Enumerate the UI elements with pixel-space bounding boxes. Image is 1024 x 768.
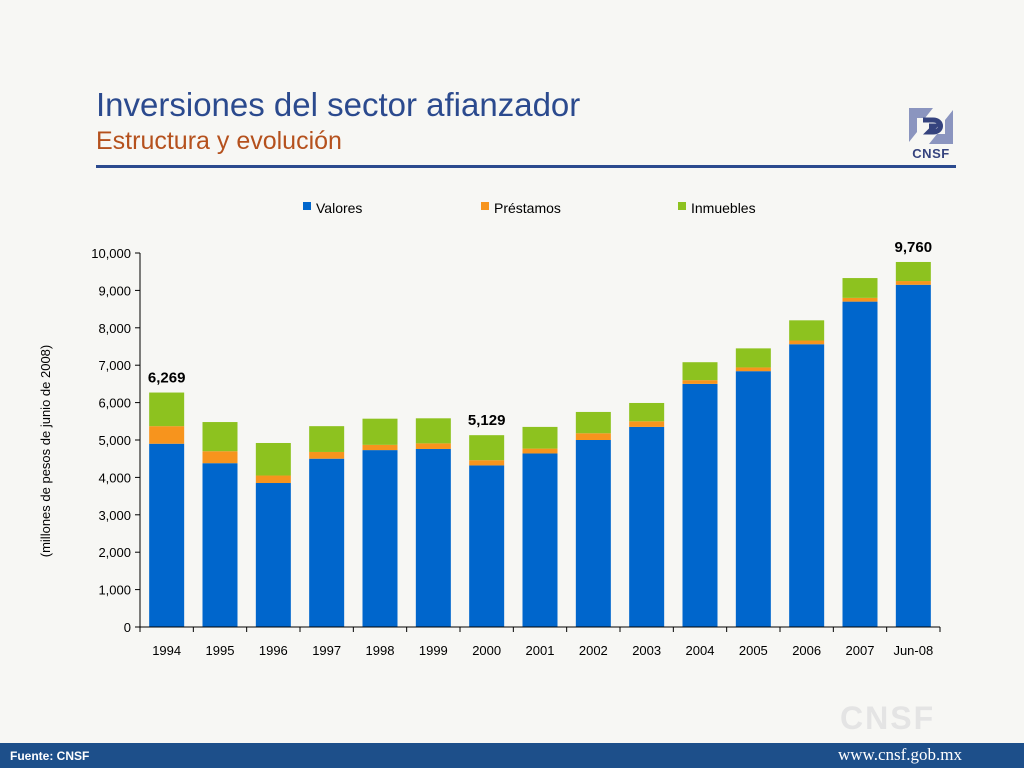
bar-inmuebles-2003	[629, 402, 665, 422]
y-tick-label: 2,000	[98, 545, 131, 560]
bar-prestamos-2001	[522, 448, 558, 454]
bar-valores-2002	[575, 440, 611, 627]
bar-inmuebles-2007	[842, 278, 878, 298]
bar-inmuebles-jun-08	[895, 261, 931, 282]
footer-bar: Fuente: CNSF www.cnsf.gob.mx	[0, 743, 1024, 768]
bar-prestamos-2000	[469, 460, 505, 466]
bar-valores-1995	[202, 463, 238, 627]
x-tick-label: 2003	[632, 643, 661, 658]
x-tick-label: 1995	[206, 643, 235, 658]
x-tick-label: 2001	[526, 643, 555, 658]
legend-label-valores: Valores	[316, 200, 362, 216]
x-tick-label: 1997	[312, 643, 341, 658]
cnsf-logo-icon	[909, 108, 953, 144]
legend-label-inmuebles: Inmuebles	[691, 200, 756, 216]
bar-valores-2007	[842, 301, 878, 627]
bar-valores-1999	[415, 448, 451, 627]
bar-inmuebles-1995	[202, 422, 238, 452]
bar-prestamos-2002	[575, 433, 611, 440]
footer-url: www.cnsf.gob.mx	[837, 745, 962, 764]
x-tick-label: 1994	[152, 643, 181, 658]
bar-prestamos-1994	[149, 426, 185, 444]
y-tick-label: 5,000	[98, 433, 131, 448]
bar-prestamos-2006	[789, 340, 825, 345]
logo-label: CNSF	[912, 146, 950, 161]
watermark: CNSF	[840, 700, 936, 736]
bar-prestamos-jun-08	[895, 281, 931, 285]
bar-valores-2001	[522, 453, 558, 627]
x-axis: 1994 1995 1996 1997 1998 1999 2000 2001 2002 2003…	[139, 626, 941, 658]
bar-prestamos-1997	[309, 451, 345, 459]
bar-inmuebles-1998	[362, 418, 398, 445]
data-label-2000: 5,129	[468, 412, 506, 429]
bar-inmuebles-2000	[469, 435, 505, 461]
data-labels-group: 6,269 5,129 9,760	[148, 239, 932, 429]
bar-valores-1994	[149, 443, 185, 627]
bar-inmuebles-2001	[522, 426, 558, 449]
x-tick-label: 1998	[366, 643, 395, 658]
y-tick-label: 8,000	[98, 321, 131, 336]
bar-prestamos-1995	[202, 451, 238, 464]
bar-inmuebles-2006	[789, 320, 825, 341]
x-tick-label: 2000	[472, 643, 501, 658]
legend-label-prestamos: Préstamos	[494, 200, 561, 216]
x-tick-label: 1999	[419, 643, 448, 658]
bar-valores-1996	[255, 483, 291, 627]
x-tick-label: Jun-08	[893, 643, 933, 658]
legend-swatch-valores	[303, 202, 311, 210]
bar-inmuebles-2002	[575, 411, 611, 434]
footer-source: Fuente: CNSF	[10, 749, 90, 763]
bar-inmuebles-1994	[149, 392, 185, 427]
bar-valores-2004	[682, 383, 718, 627]
stacked-bar-chart: Valores Préstamos Inmuebles 0 1,000 2,000 3,0…	[38, 200, 941, 658]
page-subtitle: Estructura y evolución	[96, 127, 342, 155]
bars-group	[149, 261, 931, 627]
y-tick-label: 1,000	[98, 583, 131, 598]
bar-prestamos-2007	[842, 297, 878, 302]
bar-inmuebles-2005	[735, 348, 771, 368]
x-tick-label: 2007	[846, 643, 875, 658]
y-axis: 0 1,000 2,000 3,000 4,000 5,000 6,000 7,000 8,00…	[91, 246, 141, 635]
page-title: Inversiones del sector afianzador	[96, 86, 581, 123]
data-label-1994: 6,269	[148, 370, 186, 387]
bar-inmuebles-1999	[415, 418, 451, 444]
title-divider	[96, 165, 956, 168]
bar-prestamos-1998	[362, 444, 398, 451]
y-tick-label: 4,000	[98, 470, 131, 485]
bar-prestamos-2005	[735, 367, 771, 372]
bar-inmuebles-1996	[255, 442, 291, 476]
bar-prestamos-2004	[682, 380, 718, 384]
bar-prestamos-1999	[415, 443, 451, 449]
x-tick-label: 2004	[686, 643, 715, 658]
x-tick-label: 1996	[259, 643, 288, 658]
bar-valores-2000	[469, 465, 505, 627]
y-tick-label: 10,000	[91, 246, 131, 261]
bar-valores-2005	[735, 371, 771, 627]
x-tick-label: 2002	[579, 643, 608, 658]
bar-valores-jun-08	[895, 284, 931, 627]
y-axis-label: (millones de pesos de junio de 2008)	[38, 345, 53, 557]
data-label-jun-08: 9,760	[895, 239, 933, 256]
bar-valores-2003	[629, 426, 665, 627]
y-tick-label: 9,000	[98, 283, 131, 298]
cnsf-logo: CNSF	[903, 104, 959, 162]
legend-swatch-prestamos	[481, 202, 489, 210]
bar-inmuebles-1997	[309, 426, 345, 452]
bar-valores-1998	[362, 450, 398, 627]
bar-valores-1997	[309, 458, 345, 627]
bar-prestamos-2003	[629, 421, 665, 427]
legend-swatch-inmuebles	[678, 202, 686, 210]
y-tick-label: 3,000	[98, 508, 131, 523]
x-tick-label: 2005	[739, 643, 768, 658]
y-tick-label: 6,000	[98, 396, 131, 411]
bar-valores-2006	[789, 344, 825, 627]
chart-legend: Valores Préstamos Inmuebles	[303, 200, 756, 216]
y-tick-label: 7,000	[98, 358, 131, 373]
bar-prestamos-1996	[255, 475, 291, 484]
y-tick-label: 0	[124, 620, 131, 635]
x-tick-label: 2006	[792, 643, 821, 658]
bar-inmuebles-2004	[682, 362, 718, 381]
